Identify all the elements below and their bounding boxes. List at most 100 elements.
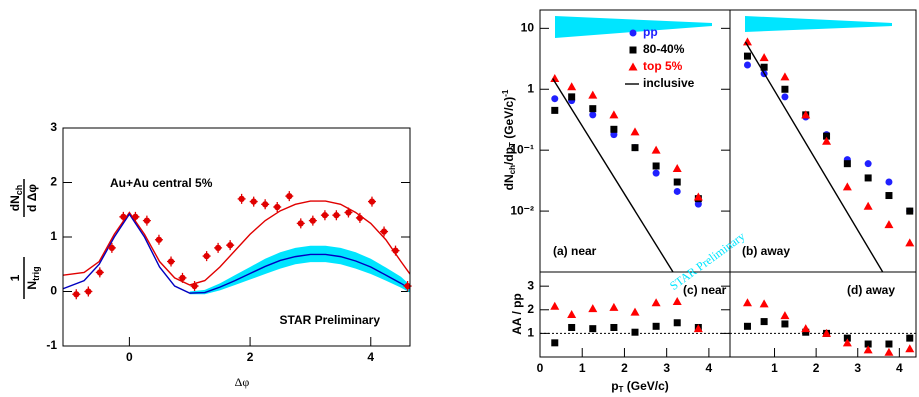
- line: [744, 41, 884, 272]
- point: [651, 298, 661, 307]
- point: [308, 215, 317, 226]
- y-label-part: dNch: [8, 185, 24, 212]
- y-tick-label: 1: [50, 229, 57, 243]
- chart-title: Au+Au central 5%: [110, 176, 213, 190]
- point: [296, 218, 305, 229]
- point: [630, 127, 640, 136]
- y-tick-label: 0: [50, 284, 57, 298]
- point: [672, 297, 682, 306]
- point: [801, 110, 811, 119]
- point: [905, 344, 915, 353]
- panel-label: (c) near: [683, 283, 727, 297]
- point: [609, 302, 619, 311]
- point: [693, 192, 703, 201]
- point: [843, 160, 851, 168]
- point: [673, 178, 681, 186]
- point: [651, 145, 661, 154]
- y-label-part: 1: [8, 274, 22, 281]
- point: [142, 215, 151, 226]
- x-tick-label: 3: [663, 361, 670, 375]
- point: [823, 132, 831, 140]
- y-tick-label: 10⁻²: [510, 203, 534, 217]
- point: [631, 328, 639, 336]
- point: [550, 301, 560, 310]
- point: [568, 323, 576, 331]
- y-tick-label: 3: [50, 120, 57, 134]
- point: [673, 187, 681, 195]
- point: [610, 131, 618, 139]
- point: [72, 289, 81, 300]
- point: [178, 272, 187, 283]
- point: [190, 281, 199, 292]
- point: [780, 311, 790, 320]
- point: [589, 105, 597, 113]
- point: [551, 95, 559, 103]
- y-tick-label: 10⁻¹: [510, 142, 534, 156]
- y-tick-label: 1: [527, 326, 534, 340]
- point: [842, 182, 852, 191]
- point: [693, 324, 703, 333]
- x-tick-label: 1: [579, 361, 586, 375]
- y-label-part: d Δφ: [25, 184, 39, 212]
- point: [550, 74, 560, 83]
- point: [652, 162, 660, 170]
- point: [589, 325, 597, 333]
- y-label: AA / pp: [510, 293, 524, 335]
- annotation: STAR Preliminary: [280, 313, 381, 327]
- point: [202, 251, 211, 262]
- point: [801, 324, 811, 333]
- point: [781, 320, 789, 328]
- panel-label: (b) away: [742, 244, 790, 258]
- y-tick-label: 3: [527, 278, 534, 292]
- point: [694, 200, 702, 208]
- legend-marker: [629, 46, 637, 54]
- y-tick-label: 1: [527, 81, 534, 95]
- panel-label: (a) near: [553, 244, 597, 258]
- point: [864, 340, 872, 348]
- point: [610, 323, 618, 331]
- x-label: Δφ: [235, 375, 250, 389]
- legend-label: pp: [643, 25, 658, 39]
- legend-label: inclusive: [643, 76, 695, 90]
- point: [652, 322, 660, 330]
- x-tick-label: 2: [621, 361, 628, 375]
- point: [759, 53, 769, 62]
- point: [119, 211, 128, 222]
- point: [344, 207, 353, 218]
- point: [743, 61, 751, 69]
- point: [367, 196, 376, 207]
- y-label: dNch/dpT (GeV/c)-1: [501, 89, 517, 190]
- norm-band: [555, 16, 712, 38]
- plot-frame: [729, 9, 917, 273]
- point: [863, 201, 873, 210]
- y-label: 1 Ntrig dNch d Δφ: [8, 179, 41, 299]
- legend-marker: [629, 29, 637, 37]
- legend-marker: [628, 62, 638, 71]
- y-tick-label: -1: [46, 338, 57, 352]
- point: [249, 196, 258, 207]
- point: [107, 242, 116, 253]
- plot-frame: [62, 127, 411, 347]
- x-tick-label: 4: [896, 361, 903, 375]
- point: [802, 328, 810, 336]
- point: [742, 37, 752, 46]
- point: [567, 82, 577, 91]
- point: [759, 299, 769, 308]
- point: [885, 340, 893, 348]
- point: [380, 226, 389, 237]
- point: [588, 304, 598, 313]
- point: [568, 93, 576, 101]
- point: [863, 345, 873, 354]
- point: [355, 212, 364, 223]
- point: [905, 238, 915, 247]
- y-tick-label: 2: [50, 175, 57, 189]
- point: [842, 338, 852, 347]
- point: [864, 160, 872, 168]
- point: [131, 211, 140, 222]
- point: [743, 322, 751, 330]
- point: [567, 310, 577, 318]
- point: [673, 319, 681, 327]
- point: [822, 136, 832, 145]
- point: [885, 192, 893, 200]
